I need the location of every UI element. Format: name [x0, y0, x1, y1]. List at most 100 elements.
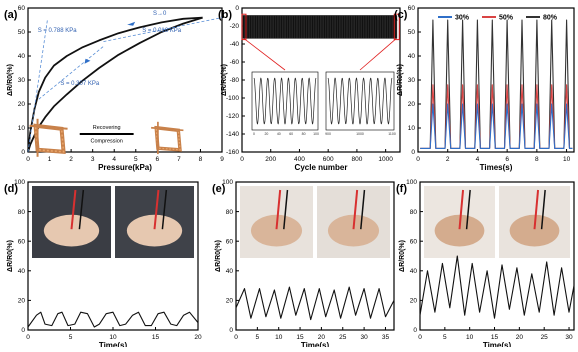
y-tick-label: 40: [18, 268, 26, 275]
arrow-icon: [84, 58, 91, 64]
x-axis-label: Time(s): [301, 341, 330, 347]
y-tick-label: 30: [18, 77, 26, 84]
y-tick-label: 40: [408, 53, 416, 60]
x-tick-label: 8: [535, 156, 539, 163]
series-30pct: [420, 103, 573, 149]
y-tick-label: -160: [226, 149, 239, 156]
highlight-box: [241, 13, 247, 41]
slope-guide: [27, 19, 48, 153]
black-wire: [78, 189, 85, 230]
x-tick-label: 10: [466, 334, 474, 341]
y-tick-label: -100: [226, 95, 239, 102]
hand-shape: [509, 214, 560, 247]
x-tick-label: 6: [505, 156, 509, 163]
x-tick-label: 15: [491, 334, 499, 341]
y-tick-label: 20: [410, 298, 418, 305]
x-tick-label: 4: [476, 156, 480, 163]
x-tick-label: 10: [563, 156, 571, 163]
compression-curve: [27, 16, 203, 153]
x-tick-label: 1: [48, 156, 52, 163]
signal-trace: [27, 311, 199, 328]
x-tick-label: 200: [265, 156, 276, 163]
y-tick-label: 20: [408, 101, 416, 108]
mesh-illustration: [29, 118, 68, 157]
x-tick-label: 1000: [378, 156, 393, 163]
inset-tick-label: 900: [325, 132, 331, 136]
red-wire: [70, 189, 77, 230]
mesh-illustration: [151, 121, 184, 155]
annotation-slope-zero: S→0: [153, 11, 167, 17]
x-tick-label: 4: [112, 156, 116, 163]
y-tick-label: 10: [408, 125, 416, 132]
y-tick-label: 100: [222, 179, 233, 186]
inset-frame: [251, 71, 319, 131]
panel-e: 0 5 10 15 20 25 30 35 0 20 40 60 80 100 Time(s) ΔR/R0(%…: [212, 179, 395, 350]
x-tick-label: 15: [152, 334, 160, 341]
y-tick-label: 40: [18, 53, 26, 60]
plot-frame: [419, 181, 575, 331]
y-tick-label: 20: [18, 298, 26, 305]
panel-label: (c): [394, 9, 408, 21]
panel-f: 0 5 10 15 20 25 30 0 20 40 60 80 100 Time(s) ΔR/R0(%) (…: [396, 179, 575, 350]
y-tick-label: 0: [229, 327, 233, 334]
x-tick-label: 0: [234, 334, 238, 341]
zoom-arrow: [243, 38, 286, 71]
hand-shape: [250, 214, 303, 247]
x-tick-label: 25: [541, 334, 549, 341]
x-tick-label: 3: [91, 156, 95, 163]
y-tick-label: 80: [226, 209, 234, 216]
y-tick-label: 60: [18, 238, 26, 245]
x-tick-label: 0: [418, 334, 422, 341]
annotation-slope-3: S = 0.307 KPa: [60, 81, 100, 87]
inset-tick-label: 100: [313, 132, 319, 136]
x-tick-label: 5: [443, 334, 447, 341]
panel-label: (d): [4, 183, 18, 195]
y-tick-label: 60: [408, 5, 416, 12]
hand-shape: [43, 214, 100, 247]
inset-tick-label: 60: [289, 132, 293, 136]
x-tick-label: 0: [26, 334, 30, 341]
y-tick-label: 0: [413, 327, 417, 334]
y-tick-label: 60: [18, 5, 26, 12]
x-tick-label: 30: [565, 334, 573, 341]
black-wire: [465, 189, 471, 230]
x-tick-label: 15: [296, 334, 304, 341]
signal-trace: [235, 286, 395, 321]
y-tick-label: 10: [18, 125, 26, 132]
x-tick-label: 5: [256, 334, 260, 341]
y-tick-label: 20: [18, 101, 26, 108]
photo-2: [499, 186, 570, 258]
red-wire: [533, 189, 540, 230]
inset-frame: [325, 71, 395, 131]
legend-label: 80%: [543, 15, 558, 22]
y-tick-label: 100: [406, 179, 417, 186]
hand-shape: [434, 214, 485, 247]
x-axis-label: Cycle number: [295, 163, 348, 172]
y-tick-label: 60: [410, 238, 418, 245]
x-tick-label: 800: [351, 156, 362, 163]
signal-trace: [419, 255, 575, 319]
red-wire: [458, 189, 465, 230]
x-tick-label: 5: [134, 156, 138, 163]
photo-2: [317, 186, 390, 258]
panel-d: 0 5 10 15 20 0 20 40 60 80 100 Time(s) ΔR/R0(%) (d): [4, 179, 202, 350]
black-wire: [540, 189, 546, 230]
y-tick-label: 0: [411, 149, 415, 156]
inset-signal: [327, 77, 393, 125]
x-tick-label: 10: [275, 334, 283, 341]
y-tick-label: 80: [410, 209, 418, 216]
y-axis-label: ΔR/R0(%): [215, 240, 222, 272]
y-tick-label: 60: [226, 238, 234, 245]
plot-frame: [235, 181, 395, 331]
x-axis-label: Pressure(kPa): [98, 163, 152, 172]
inset-signal: [253, 77, 317, 125]
x-axis-label: Times(s): [480, 163, 513, 172]
black-wire: [360, 189, 366, 230]
y-tick-label: -40: [230, 41, 240, 48]
inset-tick-label: 1100: [388, 132, 396, 136]
photo-1: [424, 186, 495, 258]
photo-1: [240, 186, 313, 258]
x-tick-label: 25: [339, 334, 347, 341]
